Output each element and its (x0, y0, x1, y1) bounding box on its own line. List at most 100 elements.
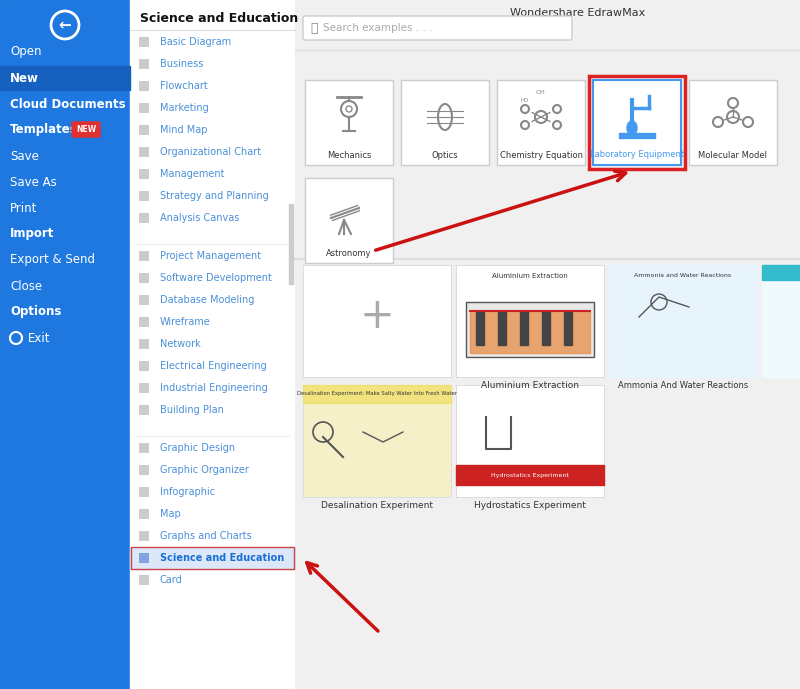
Text: Hydrostatics Experiment: Hydrostatics Experiment (474, 501, 586, 510)
Text: Science and Education: Science and Education (140, 12, 298, 25)
Bar (139, 405, 149, 415)
Text: Wireframe: Wireframe (160, 317, 210, 327)
Bar (619, 133, 655, 138)
Bar (139, 295, 149, 305)
Text: Strategy and Planning: Strategy and Planning (160, 191, 269, 201)
Text: Optics: Optics (432, 151, 458, 160)
Bar (589, 76, 685, 169)
Text: Import: Import (10, 227, 54, 240)
Text: Mind Map: Mind Map (160, 125, 207, 135)
Bar (498, 311, 506, 345)
Text: Software Development: Software Development (160, 273, 272, 283)
Text: Ammonia And Water Reactions: Ammonia And Water Reactions (618, 381, 748, 390)
Text: Close: Close (10, 280, 42, 293)
Text: ←: ← (58, 17, 71, 32)
Text: Electrical Engineering: Electrical Engineering (160, 361, 266, 371)
Bar (130, 547, 295, 569)
Text: Cloud Documents: Cloud Documents (10, 98, 126, 110)
Bar (609, 265, 757, 377)
Text: Flowchart: Flowchart (160, 81, 208, 91)
Bar (139, 125, 149, 135)
Text: Graphic Design: Graphic Design (160, 443, 235, 453)
Text: Aluminium Extraction: Aluminium Extraction (492, 273, 568, 279)
Text: Save As: Save As (10, 176, 57, 189)
Text: HO: HO (521, 98, 529, 103)
Bar (466, 302, 594, 357)
Text: Open: Open (10, 45, 42, 59)
Text: Desalination Experiment: Make Salty Water Into Fresh Water: Desalination Experiment: Make Salty Wate… (297, 391, 457, 396)
Text: Hydrostatics Experiment: Hydrostatics Experiment (491, 473, 569, 477)
Text: Organizational Chart: Organizational Chart (160, 147, 261, 157)
FancyBboxPatch shape (72, 122, 100, 137)
Bar (689, 80, 777, 165)
Text: Science and Education: Science and Education (160, 553, 284, 563)
Bar (762, 265, 800, 377)
Text: Wondershare EdrawMax: Wondershare EdrawMax (510, 8, 645, 18)
Bar (762, 265, 800, 280)
Bar (139, 317, 149, 327)
Text: Molecular Model: Molecular Model (698, 151, 767, 160)
Bar (456, 465, 604, 485)
Text: ⌕: ⌕ (310, 21, 318, 34)
Text: OH: OH (536, 90, 546, 95)
Bar (542, 311, 550, 345)
Bar (476, 311, 484, 345)
Bar (401, 80, 489, 165)
Text: Infographic: Infographic (160, 487, 215, 497)
Text: Management: Management (160, 169, 225, 179)
Bar (139, 531, 149, 541)
Text: New: New (10, 72, 39, 85)
Text: Business: Business (160, 59, 203, 69)
Bar (303, 265, 451, 377)
Bar (139, 37, 149, 47)
Bar (139, 191, 149, 201)
Text: Chemistry Equation: Chemistry Equation (499, 151, 582, 160)
Bar (0, 66, 130, 90)
Bar (564, 311, 572, 345)
Bar (139, 81, 149, 91)
Text: Desalination Experiment: Desalination Experiment (321, 501, 433, 510)
Bar (456, 265, 604, 377)
Text: Save: Save (10, 150, 39, 163)
Bar (139, 251, 149, 261)
Bar (303, 385, 451, 497)
Bar (470, 311, 590, 353)
Bar (0, 0, 130, 689)
FancyBboxPatch shape (303, 16, 572, 40)
Text: Industrial Engineering: Industrial Engineering (160, 383, 268, 393)
Ellipse shape (627, 121, 637, 135)
Bar (139, 509, 149, 519)
Bar (130, 0, 295, 689)
Text: Network: Network (160, 339, 201, 349)
Bar (139, 213, 149, 223)
Text: Graphs and Charts: Graphs and Charts (160, 531, 252, 541)
Bar (131, 547, 294, 569)
Text: Export & Send: Export & Send (10, 254, 95, 267)
Text: Astronomy: Astronomy (326, 249, 372, 258)
Bar (497, 80, 585, 165)
Text: Exit: Exit (28, 331, 50, 344)
Bar (139, 273, 149, 283)
Bar (303, 385, 451, 403)
Text: Options: Options (10, 305, 62, 318)
Bar (139, 103, 149, 113)
Bar (139, 169, 149, 179)
Bar (520, 311, 528, 345)
Bar (139, 339, 149, 349)
Text: Analysis Canvas: Analysis Canvas (160, 213, 239, 223)
Text: Graphic Organizer: Graphic Organizer (160, 465, 249, 475)
Bar (762, 280, 800, 377)
Bar (139, 465, 149, 475)
Text: Laboratory Equipment: Laboratory Equipment (590, 150, 684, 159)
Text: NEW: NEW (76, 125, 96, 134)
Text: Search examples . . .: Search examples . . . (323, 23, 432, 33)
Bar (305, 80, 393, 165)
Text: Print: Print (10, 201, 38, 214)
Bar (139, 361, 149, 371)
Bar (139, 553, 149, 563)
Text: Mechanics: Mechanics (327, 151, 371, 160)
Text: Aluminium Extraction: Aluminium Extraction (481, 381, 579, 390)
Text: Basic Diagram: Basic Diagram (160, 37, 231, 47)
Bar (305, 178, 393, 263)
Text: Project Management: Project Management (160, 251, 261, 261)
